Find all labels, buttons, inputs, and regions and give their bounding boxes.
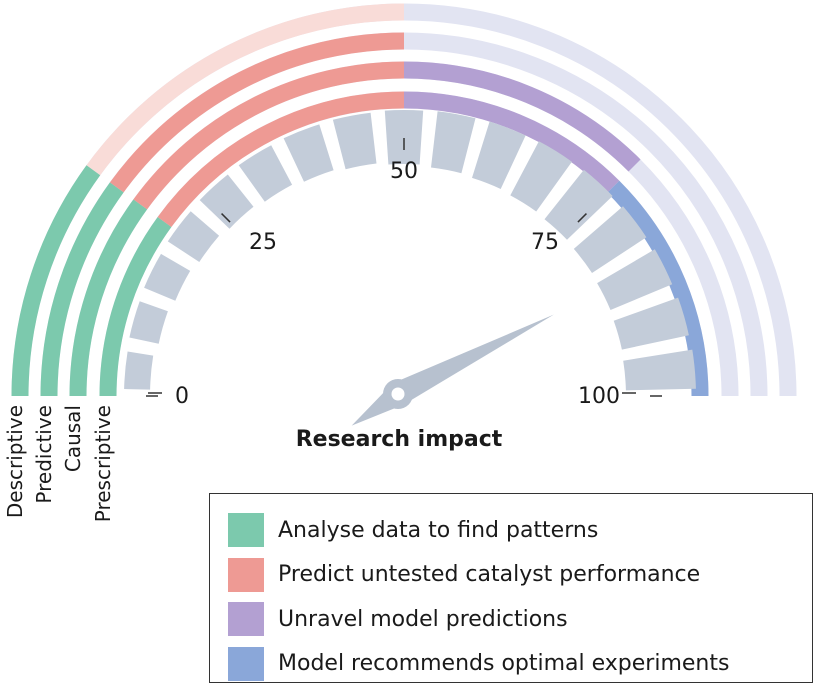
tick-label-0: 0 [175, 384, 189, 409]
legend: Analyse data to find patterns Predict un… [209, 493, 813, 683]
legend-item-analyse: Analyse data to find patterns [228, 508, 794, 553]
legend-swatch-green [228, 513, 264, 547]
scale-segment [333, 113, 377, 170]
legend-swatch-red [228, 558, 264, 592]
gauge-title: Research impact [296, 427, 503, 452]
scale-segment [124, 352, 153, 390]
scale-segment [623, 350, 696, 391]
tick-label-75: 75 [531, 230, 559, 255]
ring-label-descriptive: Descriptive [3, 405, 27, 518]
ring-label-prescriptive: Prescriptive [91, 405, 115, 522]
legend-label: Unravel model predictions [278, 607, 568, 632]
ring-labels: Descriptive Predictive Causal Prescripti… [3, 405, 115, 522]
scale-segment [284, 124, 334, 181]
legend-item-unravel: Unravel model predictions [228, 597, 794, 642]
legend-label: Predict untested catalyst performance [278, 562, 700, 587]
tick-label-25: 25 [249, 230, 277, 255]
scale-segment [431, 111, 476, 173]
legend-item-predict: Predict untested catalyst performance [228, 553, 794, 598]
legend-swatch-blue [228, 647, 264, 681]
tick-label-50: 50 [390, 159, 418, 184]
scale-segment [385, 110, 423, 165]
legend-item-recommend: Model recommends optimal experiments [228, 642, 794, 686]
scale-segment [614, 298, 689, 350]
tick-label-100: 100 [578, 384, 620, 409]
needle-hub-center [392, 388, 405, 401]
ring-label-causal: Causal [61, 405, 85, 472]
ring-label-predictive: Predictive [32, 405, 56, 504]
scale-segment [129, 301, 168, 344]
legend-label: Analyse data to find patterns [278, 518, 598, 543]
needle-pointer [352, 315, 554, 426]
legend-swatch-purple [228, 602, 264, 636]
legend-label: Model recommends optimal experiments [278, 651, 729, 676]
impact-needle [352, 315, 554, 426]
scale-segment [144, 254, 190, 301]
